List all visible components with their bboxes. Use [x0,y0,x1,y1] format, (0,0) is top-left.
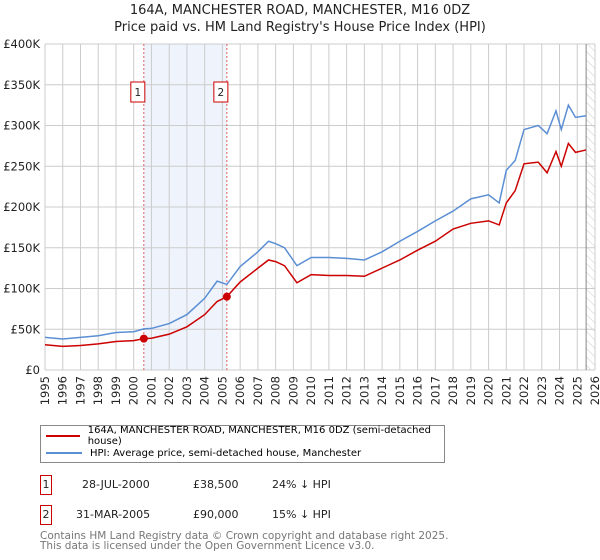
x-tick-label: 2009 [286,376,300,405]
sale-point [139,334,148,343]
sale-row-2: 2 31-MAR-2005 £90,000 15% ↓ HPI [40,505,440,525]
sale-row-1: 1 28-JUL-2000 £38,500 24% ↓ HPI [40,475,440,495]
footer-copyright: Contains HM Land Registry data © Crown c… [40,530,449,542]
footer: Contains HM Land Registry data © Crown c… [40,530,449,552]
x-tick-label: 2015 [393,376,407,405]
sale-date: 28-JUL-2000 [82,478,150,491]
x-tick-label: 1999 [109,376,123,405]
x-tick-label: 2007 [251,376,265,405]
x-tick-label: 2000 [127,376,141,405]
legend-item-property: 164A, MANCHESTER ROAD, MANCHESTER, M16 0… [41,425,444,447]
sale-badge: 2 [40,505,52,525]
x-tick-label: 1995 [38,376,52,405]
sale-label: 1 [134,87,141,99]
x-tick-label: 2013 [357,376,371,405]
x-tick-label: 1998 [91,376,105,405]
y-tick-label: £300K [3,119,40,133]
x-tick-label: 2020 [482,376,496,405]
sale-label: 2 [218,87,225,99]
legend-label: 164A, MANCHESTER ROAD, MANCHESTER, M16 0… [87,425,431,447]
chart-title: 164A, MANCHESTER ROAD, MANCHESTER, M16 0… [129,3,471,18]
x-tick-label: 2024 [553,376,567,405]
y-tick-label: £400K [3,37,40,51]
x-tick-label: 2021 [499,376,513,405]
y-tick-label: £250K [3,159,40,173]
footer-licence: This data is licensed under the Open Gov… [40,540,375,552]
x-tick-label: 2006 [233,376,247,405]
red-line-swatch [46,435,80,437]
x-tick-label: 2026 [588,376,600,405]
x-tick-label: 2005 [215,376,229,405]
sale-date: 31-MAR-2005 [76,508,151,521]
y-tick-label: £0 [25,363,40,377]
sale-hpi-diff: 24% ↓ HPI [272,478,331,491]
sale-badge: 1 [40,475,52,495]
x-tick-label: 2004 [198,376,212,405]
x-tick-label: 2025 [570,376,584,405]
price-chart: 1995 1996 1997 1998 1999 2000 2001 2002 2003 2004… [3,37,600,405]
x-tick-label: 2008 [269,376,283,405]
sale-point [222,292,231,301]
x-tick-label: 2002 [162,376,176,405]
y-tick-label: £100K [3,282,40,296]
sale-price: £90,000 [193,508,239,521]
x-tick-label: 2010 [304,376,318,405]
x-tick-label: 2019 [464,376,478,405]
x-tick-label: 2001 [144,376,158,405]
x-tick-label: 1997 [73,376,87,405]
sale-hpi-diff: 15% ↓ HPI [272,508,331,521]
sale-label-box [213,81,229,103]
x-tick-label: 2023 [535,376,549,405]
x-tick-label: 2014 [375,376,389,405]
chart-subtitle: Price paid vs. HM Land Registry's House … [114,20,486,35]
y-tick-label: £50K [11,322,41,336]
x-tick-label: 2022 [517,376,531,405]
legend: 164A, MANCHESTER ROAD, MANCHESTER, M16 0… [40,425,445,463]
price-paid-line [44,141,587,348]
x-tick-label: 2018 [446,376,460,405]
x-tick-label: 2003 [180,376,194,405]
sale-label-box [130,81,146,103]
y-tick-label: £150K [3,241,40,255]
y-tick-label: £350K [3,78,40,92]
x-tick-label: 1996 [56,376,70,405]
sale-price: £38,500 [193,478,239,491]
hpi-line [44,103,587,340]
y-tick-label: £200K [3,200,40,214]
x-tick-label: 2011 [322,376,336,405]
x-tick-label: 2016 [411,376,425,405]
x-tick-label: 2012 [340,376,354,405]
blue-line-swatch [46,452,82,454]
x-tick-label: 2017 [428,376,442,405]
legend-label: HPI: Average price, semi-detached house,… [90,447,362,459]
legend-item-hpi: HPI: Average price, semi-detached house,… [41,445,361,461]
